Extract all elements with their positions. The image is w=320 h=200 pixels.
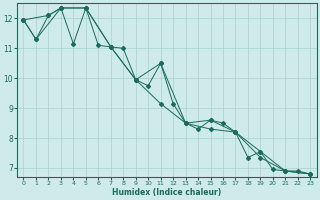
X-axis label: Humidex (Indice chaleur): Humidex (Indice chaleur) xyxy=(112,188,221,197)
